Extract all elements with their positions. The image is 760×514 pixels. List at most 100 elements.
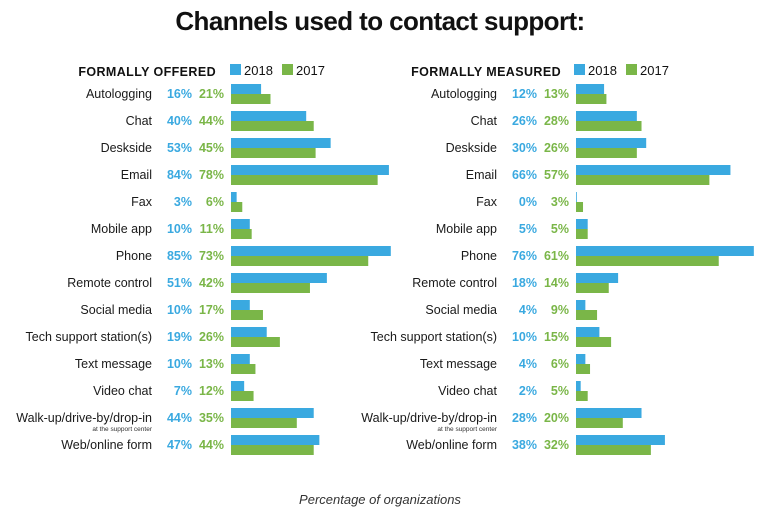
bar-2018-social-media xyxy=(576,300,586,310)
value-label-2018-chat: 40% xyxy=(167,114,192,128)
value-label-2017-autologging: 21% xyxy=(199,87,224,101)
bar-2017-phone xyxy=(576,256,719,266)
value-label-2017-fax: 6% xyxy=(206,195,224,209)
category-label-video-chat: Video chat xyxy=(438,384,497,398)
value-label-2018-web-online-form: 38% xyxy=(512,438,537,452)
value-label-2017-social-media: 9% xyxy=(551,303,569,317)
category-label-web-online-form: Web/online form xyxy=(61,438,152,452)
legend-swatch-2018 xyxy=(574,64,585,75)
bar-2018-chat xyxy=(576,111,637,121)
value-label-2017-tech-support-station-s: 26% xyxy=(199,330,224,344)
bar-2017-deskside xyxy=(576,148,637,158)
value-label-2018-text-message: 10% xyxy=(167,357,192,371)
bar-2018-web-online-form xyxy=(231,435,320,445)
category-label-walk-up-drive-by-drop-in: Walk-up/drive-by/drop-in xyxy=(361,411,497,425)
bar-2017-autologging xyxy=(576,94,607,104)
value-label-2018-email: 84% xyxy=(167,168,192,182)
bar-2018-text-message xyxy=(576,354,586,364)
chart-title: Channels used to contact support: xyxy=(175,6,585,36)
bar-2017-social-media xyxy=(231,310,263,320)
category-label-autologging: Autologging xyxy=(86,87,152,101)
chart-formally-offered: FORMALLY OFFERED 2018 2017 Autologging 16% 21… xyxy=(16,63,391,455)
bar-2018-autologging xyxy=(231,84,262,94)
bar-2017-web-online-form xyxy=(231,445,314,455)
category-label-text-message: Text message xyxy=(75,357,152,371)
category-label-social-media: Social media xyxy=(80,303,152,317)
category-label-chat: Chat xyxy=(126,114,153,128)
bar-2018-remote-control xyxy=(576,273,619,283)
category-label-fax: Fax xyxy=(131,195,153,209)
value-label-2018-tech-support-station-s: 19% xyxy=(167,330,192,344)
value-label-2017-web-online-form: 32% xyxy=(544,438,569,452)
value-label-2018-fax: 3% xyxy=(174,195,192,209)
bar-2017-remote-control xyxy=(576,283,609,293)
legend-label-2018: 2018 xyxy=(244,63,273,78)
category-label-mobile-app: Mobile app xyxy=(436,222,497,236)
category-label-tech-support-station-s: Tech support station(s) xyxy=(371,330,497,344)
category-label-web-online-form: Web/online form xyxy=(406,438,497,452)
value-label-2018-mobile-app: 5% xyxy=(519,222,537,236)
bar-2018-walk-up-drive-by-drop-in xyxy=(231,408,314,418)
value-label-2018-remote-control: 18% xyxy=(512,276,537,290)
bar-2018-fax xyxy=(231,192,237,202)
category-sublabel-walk-up-drive-by-drop-in: at the support center xyxy=(437,426,497,433)
value-label-2017-walk-up-drive-by-drop-in: 35% xyxy=(199,411,224,425)
bar-2018-social-media xyxy=(231,300,250,310)
legend-swatch-2017 xyxy=(282,64,293,75)
category-sublabel-walk-up-drive-by-drop-in: at the support center xyxy=(92,426,152,433)
category-label-email: Email xyxy=(466,168,497,182)
bar-2018-mobile-app xyxy=(231,219,250,229)
value-label-2018-tech-support-station-s: 10% xyxy=(512,330,537,344)
value-label-2017-email: 57% xyxy=(544,168,569,182)
value-label-2018-walk-up-drive-by-drop-in: 28% xyxy=(512,411,537,425)
bar-2017-email xyxy=(576,175,710,185)
bar-2018-chat xyxy=(231,111,307,121)
category-label-remote-control: Remote control xyxy=(67,276,152,290)
bar-2018-autologging xyxy=(576,84,605,94)
value-label-2017-deskside: 45% xyxy=(199,141,224,155)
bar-2017-web-online-form xyxy=(576,445,651,455)
bar-2017-text-message xyxy=(231,364,256,374)
bar-2018-remote-control xyxy=(231,273,327,283)
panel-title: FORMALLY MEASURED xyxy=(411,65,561,79)
value-label-2018-autologging: 16% xyxy=(167,87,192,101)
value-label-2018-video-chat: 7% xyxy=(174,384,192,398)
bar-2018-tech-support-station-s xyxy=(231,327,267,337)
bar-2017-email xyxy=(231,175,378,185)
bar-2017-mobile-app xyxy=(576,229,588,239)
value-label-2017-video-chat: 5% xyxy=(551,384,569,398)
value-label-2017-chat: 28% xyxy=(544,114,569,128)
value-label-2017-chat: 44% xyxy=(199,114,224,128)
bar-2017-mobile-app xyxy=(231,229,252,239)
bar-2018-mobile-app xyxy=(576,219,588,229)
value-label-2017-remote-control: 42% xyxy=(199,276,224,290)
value-label-2017-autologging: 13% xyxy=(544,87,569,101)
value-label-2018-fax: 0% xyxy=(519,195,537,209)
value-label-2018-text-message: 4% xyxy=(519,357,537,371)
category-label-tech-support-station-s: Tech support station(s) xyxy=(26,330,152,344)
bar-2017-phone xyxy=(231,256,369,266)
category-label-walk-up-drive-by-drop-in: Walk-up/drive-by/drop-in xyxy=(16,411,152,425)
value-label-2017-tech-support-station-s: 15% xyxy=(544,330,569,344)
category-label-autologging: Autologging xyxy=(431,87,497,101)
bar-2017-autologging xyxy=(231,94,271,104)
bar-2018-deskside xyxy=(576,138,647,148)
bar-2017-fax xyxy=(231,202,243,212)
value-label-2018-phone: 85% xyxy=(167,249,192,263)
value-label-2017-email: 78% xyxy=(199,168,224,182)
bar-2017-deskside xyxy=(231,148,316,158)
bar-2017-video-chat xyxy=(231,391,254,401)
category-label-deskside: Deskside xyxy=(446,141,497,155)
value-label-2018-remote-control: 51% xyxy=(167,276,192,290)
value-label-2018-web-online-form: 47% xyxy=(167,438,192,452)
bar-2018-deskside xyxy=(231,138,331,148)
value-label-2017-social-media: 17% xyxy=(199,303,224,317)
category-label-fax: Fax xyxy=(476,195,498,209)
bar-2018-email xyxy=(576,165,731,175)
bar-2018-walk-up-drive-by-drop-in xyxy=(576,408,642,418)
category-label-mobile-app: Mobile app xyxy=(91,222,152,236)
value-label-2017-mobile-app: 11% xyxy=(200,222,224,236)
bar-2017-chat xyxy=(231,121,314,131)
legend-label-2017: 2017 xyxy=(296,63,325,78)
value-label-2018-deskside: 30% xyxy=(512,141,537,155)
